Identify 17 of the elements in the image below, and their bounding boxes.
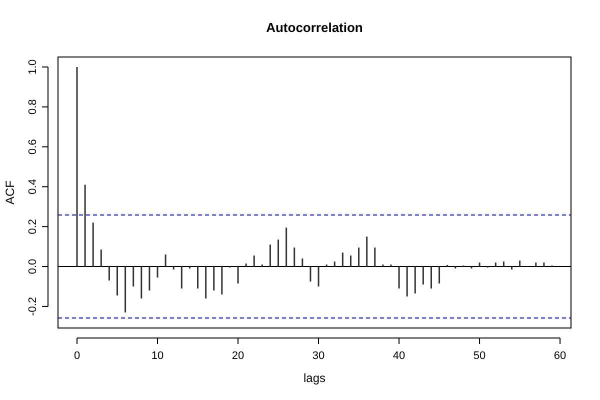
x-tick-label: 0 xyxy=(74,350,80,362)
x-tick-label: 40 xyxy=(392,350,406,362)
y-tick-label: -0.2 xyxy=(27,296,39,316)
y-tick-label: 0.8 xyxy=(27,99,39,115)
chart-title: Autocorrelation xyxy=(266,20,363,35)
x-axis-title: lags xyxy=(303,371,326,385)
x-tick-label: 60 xyxy=(554,350,566,362)
x-tick-label: 30 xyxy=(312,350,325,362)
x-tick-label: 10 xyxy=(151,350,164,362)
y-tick-label: 0.4 xyxy=(27,179,39,194)
x-tick-label: 20 xyxy=(232,350,244,362)
y-tick-label: 0.2 xyxy=(27,218,39,234)
y-tick-label: 0.0 xyxy=(27,258,39,274)
x-tick-label: 50 xyxy=(473,350,486,362)
y-tick-label: 0.6 xyxy=(27,139,39,154)
y-axis-title: ACF xyxy=(3,180,17,204)
y-tick-label: 1.0 xyxy=(27,59,39,75)
